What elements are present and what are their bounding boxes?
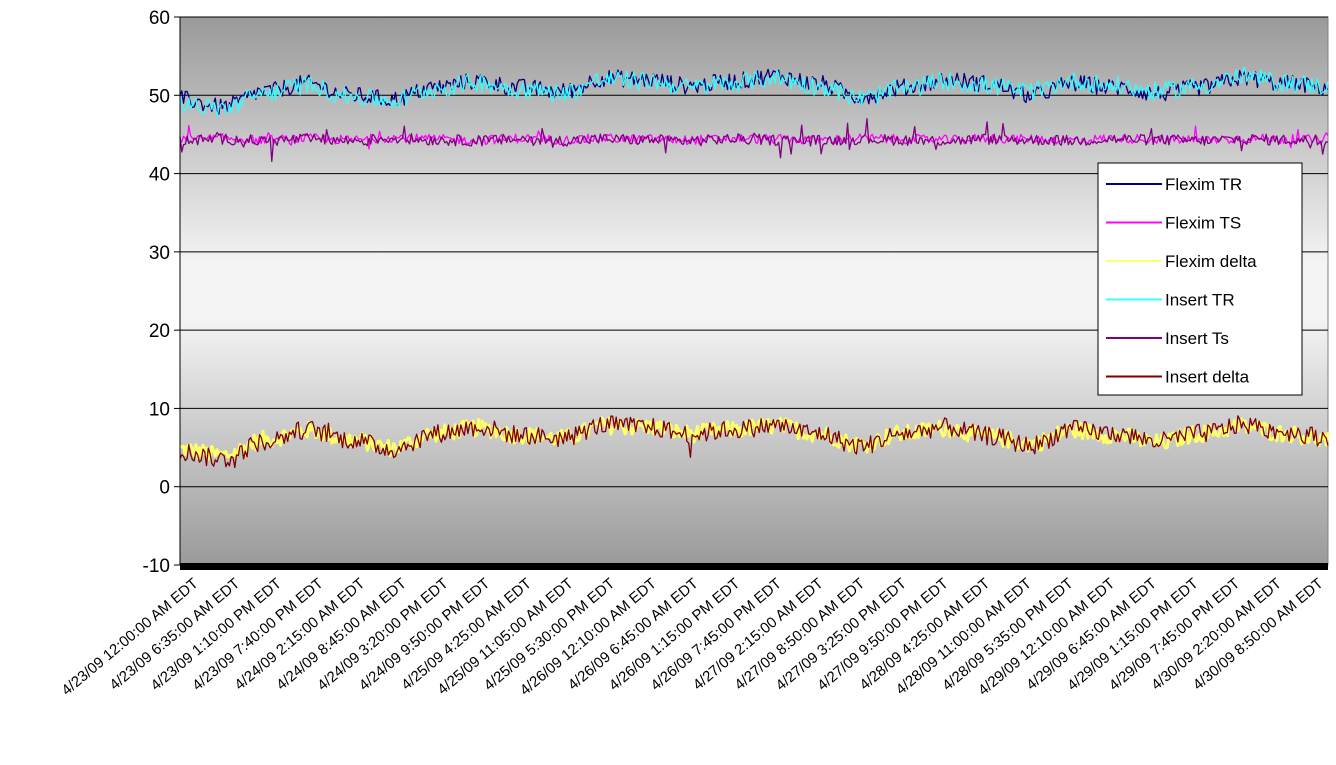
legend-entry: Flexim TR [1106,175,1242,194]
series-lines [179,66,1330,469]
y-tick-label: 60 [149,8,170,29]
series-line-flexim-ts [179,124,1329,150]
y-tick-label: 20 [149,321,170,342]
legend-label: Flexim TR [1165,175,1242,194]
legend-entry: Insert delta [1106,368,1250,387]
y-tick-label: 30 [149,243,170,264]
legend-label: Insert delta [1165,368,1250,387]
y-tick-label: 0 [159,478,170,499]
legend-entry: Insert Ts [1106,329,1229,348]
legend: Flexim TR Flexim TS Flexim delta Insert TR I… [1097,162,1303,396]
series-line-insert-ts [179,117,1329,163]
series-line-flexim-tr [179,68,1329,115]
series-line-insert-tr [179,66,1329,118]
y-axis-ticks: -10 0 10 20 30 40 50 60 [143,8,181,577]
y-tick-label: 40 [149,165,170,186]
legend-label: Flexim TS [1165,214,1241,233]
legend-entry: Flexim delta [1106,252,1257,271]
legend-label: Insert TR [1165,291,1235,310]
series-line-insert-delta [179,415,1329,469]
y-tick-label: 50 [149,86,170,107]
gridlines [180,16,1328,488]
legend-box [1097,162,1303,396]
legend-entry: Insert TR [1106,291,1235,310]
y-tick-label: -10 [143,556,170,577]
y-tick-label: 10 [149,399,170,420]
legend-label: Flexim delta [1165,252,1257,271]
legend-label: Insert Ts [1165,329,1229,348]
legend-entry: Flexim TS [1106,214,1241,233]
x-axis-bar [180,563,1328,570]
